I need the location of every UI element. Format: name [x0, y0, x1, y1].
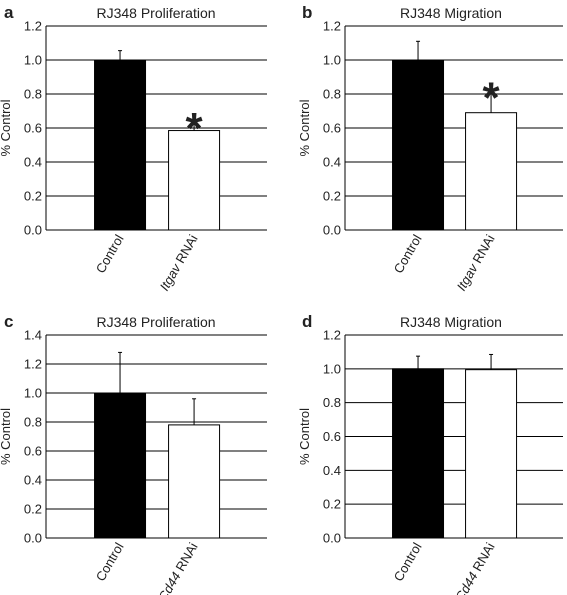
y-tick-label: 0.2	[24, 502, 42, 517]
significance-marker: *	[482, 74, 500, 123]
y-tick-label: 1.0	[323, 53, 341, 68]
y-tick-label: 1.2	[24, 19, 42, 34]
x-category-label: Cd44 RNAi	[452, 540, 498, 595]
chart-panel-b: b RJ348 Migration 0.0 0.2 0.4 0.6 0.8 1.0 1.2 % C…	[297, 3, 563, 293]
y-tick-label: 0.4	[24, 155, 42, 170]
y-tick-label: 0.2	[323, 497, 341, 512]
x-category-label-text: RNAi	[468, 232, 498, 269]
chart-title: RJ348 Proliferation	[96, 314, 215, 330]
x-category-label: Itgav RNAi	[454, 232, 498, 293]
x-category-label: Control	[93, 232, 127, 276]
bar	[392, 59, 445, 231]
x-category-label: Control	[93, 540, 127, 584]
x-category-label: Control	[391, 540, 425, 584]
y-tick-label: 1.0	[24, 53, 42, 68]
y-tick-label: 0.8	[24, 87, 42, 102]
y-axis-label: % Control	[0, 408, 13, 465]
y-axis-label: % Control	[297, 408, 312, 465]
y-tick-label: 0.0	[24, 223, 42, 238]
bar	[94, 59, 147, 231]
y-tick-label: 0.2	[323, 189, 341, 204]
y-tick-label: 0.8	[24, 415, 42, 430]
y-tick-label: 1.0	[323, 361, 341, 376]
significance-marker: *	[186, 104, 204, 153]
y-tick-label: 1.0	[24, 386, 42, 401]
chart-panel-d: d RJ348 Migration 0.0 0.2 0.4 0.6 0.8 1.0 1.2 % C…	[297, 312, 563, 595]
y-tick-label: 0.6	[24, 444, 42, 459]
x-category-label: Cd44 RNAi	[155, 540, 201, 595]
x-category-label-text: Control	[391, 232, 425, 276]
chart-panel-a: a RJ348 Proliferation 0.0 0.2 0.4 0.6 0.8 1.0 1.…	[0, 3, 267, 293]
y-axis-label: % Control	[0, 99, 13, 156]
chart-title: RJ348 Migration	[400, 314, 502, 330]
y-tick-label: 0.4	[323, 463, 341, 478]
bar	[392, 368, 445, 539]
y-tick-label: 0.2	[24, 189, 42, 204]
bar	[94, 392, 147, 539]
y-tick-label: 0.0	[323, 223, 341, 238]
y-tick-label: 0.8	[323, 87, 341, 102]
x-category-label: Itgav RNAi	[157, 232, 201, 293]
x-category-label-text: Control	[391, 540, 425, 584]
panel-letter: b	[302, 3, 312, 22]
y-tick-label: 0.6	[24, 121, 42, 136]
x-category-label-text: RNAi	[171, 232, 201, 269]
x-category-label: Control	[391, 232, 425, 276]
y-tick-label: 0.6	[323, 429, 341, 444]
x-category-label-text: RNAi	[171, 540, 201, 577]
bar	[465, 369, 518, 539]
y-tick-label: 0.8	[323, 395, 341, 410]
y-axis-label: % Control	[297, 99, 312, 156]
y-tick-label: 0.0	[323, 531, 341, 546]
y-tick-label: 1.4	[24, 328, 42, 343]
bar	[465, 112, 518, 231]
panel-letter: a	[4, 3, 14, 22]
y-tick-label: 0.6	[323, 121, 341, 136]
y-tick-label: 1.2	[24, 357, 42, 372]
chart-panel-c: c RJ348 Proliferation 0.0 0.2 0.4 0.6 0.8 1.0 1.…	[0, 312, 267, 595]
y-tick-label: 0.4	[323, 155, 341, 170]
panel-letter: c	[4, 312, 13, 331]
y-tick-label: 1.2	[323, 19, 341, 34]
x-category-label-text: Control	[93, 232, 127, 276]
panel-letter: d	[302, 312, 312, 331]
chart-title: RJ348 Migration	[400, 5, 502, 21]
y-tick-label: 0.0	[24, 531, 42, 546]
y-tick-label: 1.2	[323, 328, 341, 343]
y-tick-label: 0.4	[24, 473, 42, 488]
bar	[168, 424, 221, 539]
chart-title: RJ348 Proliferation	[96, 5, 215, 21]
x-category-label-text: Control	[93, 540, 127, 584]
x-category-label-text: RNAi	[468, 540, 498, 577]
